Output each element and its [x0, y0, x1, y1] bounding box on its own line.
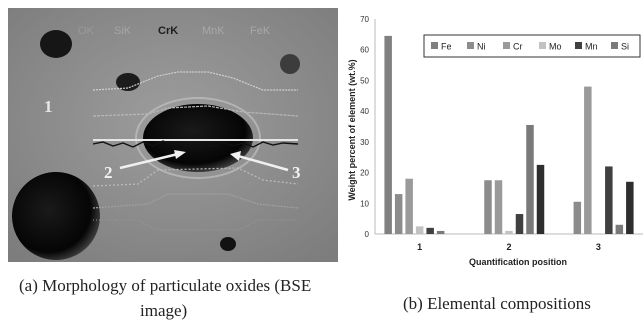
oxide-halo	[135, 97, 261, 179]
bar-ni-position-2	[484, 180, 492, 234]
legend-label-fe: Fe	[441, 42, 452, 52]
y-tick-label: 30	[360, 138, 369, 147]
bar-o-position-2	[536, 164, 545, 234]
map-label-sik: SiK	[114, 25, 132, 37]
caption-panel-a-line2: image)	[140, 301, 188, 320]
legend-swatch-si	[611, 42, 618, 49]
caption-panel-a-line1: (a) Morphology of particulate oxides (BS…	[19, 276, 312, 295]
oxide-particle	[220, 237, 236, 251]
legend-swatch-ni	[467, 42, 474, 49]
map-label-mnk: MnK	[202, 25, 225, 37]
chart-legend: FeNiCrMoMnSiO	[423, 34, 641, 58]
oxide-particle	[280, 54, 300, 74]
arrow-head-2	[174, 150, 186, 159]
oxide-particle-large	[12, 172, 100, 260]
x-tick-label: 2	[506, 242, 511, 252]
position-label-1: 1	[44, 97, 53, 116]
x-tick-label: 3	[596, 242, 601, 252]
composition-bar-chart: 0 10 20 30 40 50 60 70 1 2 3 Weight percent of el…	[347, 15, 643, 267]
bar-mn-position-3	[605, 166, 613, 234]
position-label-2: 2	[104, 163, 113, 182]
legend-swatch-fe	[431, 42, 438, 49]
arrow-to-position-2	[119, 152, 179, 170]
arrow-to-position-3	[237, 154, 289, 172]
arrow-head-3	[230, 151, 241, 161]
y-axis-label: Weight percent of element (wt.%)	[347, 59, 357, 200]
line-scan-profile	[92, 105, 299, 117]
y-tick-label: 70	[360, 15, 369, 24]
legend-label-cr: Cr	[513, 42, 523, 52]
y-tick-label: 40	[360, 107, 369, 116]
legend-label-si: Si	[621, 42, 629, 52]
caption-panel-b: (b) Elemental compositions	[403, 294, 591, 313]
x-tick-label: 1	[417, 242, 422, 252]
line-scan-profile	[92, 167, 299, 187]
bar-mo-position-1	[415, 226, 424, 234]
bar-fe-position-1	[384, 35, 392, 235]
bar-si-position-2	[526, 124, 534, 234]
legend-label-mn: Mn	[585, 42, 598, 52]
bar-ni-position-3	[573, 201, 582, 234]
position-label-3: 3	[292, 163, 301, 182]
legend-swatch-mn	[575, 42, 582, 49]
bar-cr-position-1	[405, 178, 413, 234]
bar-mo-position-2	[505, 230, 513, 234]
line-scan-signal	[92, 140, 299, 148]
bar-mn-position-1	[426, 227, 434, 234]
legend-label-ni: Ni	[477, 42, 486, 52]
x-axis-label: Quantification position	[469, 257, 567, 267]
map-label-ok: OK	[78, 25, 95, 37]
bar-si-position-3	[615, 224, 624, 234]
legend-swatch-cr	[503, 42, 510, 49]
y-tick-label: 10	[360, 199, 369, 208]
y-tick-label: 0	[365, 230, 370, 239]
line-scan-profile	[92, 71, 298, 91]
oxide-particle-analysed	[143, 104, 253, 172]
bar-mn-position-2	[515, 214, 524, 234]
y-tick-label: 60	[360, 46, 369, 55]
y-tick-label: 20	[360, 169, 369, 178]
map-label-crk: CrK	[158, 25, 178, 37]
line-scan-profile	[92, 193, 299, 209]
bse-micrograph: OK SiK CrK MnK FeK 1 2 3	[8, 8, 338, 262]
bar-o-position-3	[626, 181, 634, 234]
bar-cr-position-3	[584, 86, 592, 234]
bar-cr-position-2	[494, 180, 503, 234]
y-tick-label: 50	[360, 76, 369, 85]
legend-swatch-mo	[539, 42, 546, 49]
bar-si-position-1	[436, 230, 445, 234]
oxide-particle	[116, 73, 140, 91]
map-label-fek: FeK	[250, 25, 271, 37]
legend-frame	[423, 34, 641, 58]
oxide-particle	[40, 30, 72, 58]
bar-ni-position-1	[394, 194, 403, 234]
legend-label-mo: Mo	[549, 42, 562, 52]
